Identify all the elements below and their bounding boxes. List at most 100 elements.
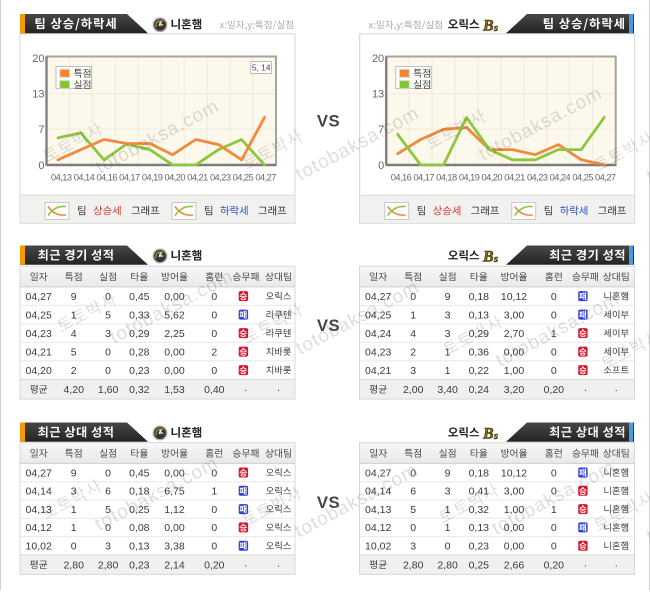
svg-text:9: 9 bbox=[71, 467, 77, 479]
svg-text:0: 0 bbox=[211, 365, 217, 377]
svg-text:04,19: 04,19 bbox=[459, 173, 480, 183]
svg-text:04,16: 04,16 bbox=[391, 173, 412, 183]
svg-text:0,20: 0,20 bbox=[204, 559, 225, 571]
svg-text:2,80: 2,80 bbox=[437, 559, 458, 571]
svg-text:4: 4 bbox=[410, 328, 416, 340]
svg-text:13: 13 bbox=[372, 89, 384, 101]
svg-text:0,32: 0,32 bbox=[129, 384, 150, 396]
svg-text:7: 7 bbox=[38, 124, 44, 136]
svg-text:3,38: 3,38 bbox=[164, 541, 185, 553]
svg-text:0,45: 0,45 bbox=[129, 291, 150, 303]
svg-text:04,23: 04,23 bbox=[365, 346, 391, 358]
svg-text:0,13: 0,13 bbox=[129, 541, 150, 553]
svg-text:0: 0 bbox=[105, 291, 111, 303]
svg-text:2,00: 2,00 bbox=[403, 384, 424, 396]
svg-text:totobaksa.com: totobaksa.com bbox=[292, 277, 422, 360]
svg-text:3: 3 bbox=[105, 328, 111, 340]
svg-text:0,28: 0,28 bbox=[129, 346, 150, 358]
svg-text:2: 2 bbox=[410, 346, 416, 358]
svg-text:04,27: 04,27 bbox=[255, 173, 276, 183]
svg-text:04,12: 04,12 bbox=[26, 522, 52, 534]
svg-text:04,27: 04,27 bbox=[595, 173, 616, 183]
svg-text:2,25: 2,25 bbox=[164, 328, 185, 340]
svg-text:9: 9 bbox=[71, 291, 77, 303]
svg-text:04,20: 04,20 bbox=[482, 173, 503, 183]
svg-text:0: 0 bbox=[551, 365, 557, 377]
svg-text:2,80: 2,80 bbox=[403, 559, 424, 571]
svg-text:04,25: 04,25 bbox=[365, 309, 391, 321]
svg-text:0: 0 bbox=[551, 467, 557, 479]
svg-text:10,12: 10,12 bbox=[501, 467, 527, 479]
svg-text:B: B bbox=[482, 426, 494, 443]
svg-text:0: 0 bbox=[211, 504, 217, 516]
svg-text:totobaksa.com: totobaksa.com bbox=[91, 453, 221, 536]
svg-text:0: 0 bbox=[211, 309, 217, 321]
svg-text:0: 0 bbox=[551, 346, 557, 358]
svg-text:1: 1 bbox=[71, 522, 77, 534]
svg-text:3: 3 bbox=[445, 486, 451, 498]
svg-text:0: 0 bbox=[410, 291, 416, 303]
svg-text:0,00: 0,00 bbox=[504, 346, 525, 358]
svg-text:0: 0 bbox=[410, 467, 416, 479]
svg-text:·: · bbox=[277, 559, 281, 571]
svg-text:3,00: 3,00 bbox=[504, 309, 525, 321]
svg-text:5,62: 5,62 bbox=[164, 309, 185, 321]
svg-text:0,23: 0,23 bbox=[129, 559, 150, 571]
svg-text:04,27: 04,27 bbox=[365, 291, 391, 303]
svg-text:0,20: 0,20 bbox=[544, 384, 565, 396]
svg-text:0: 0 bbox=[211, 328, 217, 340]
svg-text:13: 13 bbox=[32, 89, 44, 101]
svg-text:0: 0 bbox=[551, 486, 557, 498]
svg-text:04,24: 04,24 bbox=[550, 173, 571, 183]
svg-text:2: 2 bbox=[211, 346, 217, 358]
svg-text:0,13: 0,13 bbox=[469, 522, 490, 534]
svg-text:·: · bbox=[277, 384, 281, 396]
svg-text:0: 0 bbox=[211, 541, 217, 553]
svg-text:1,00: 1,00 bbox=[504, 365, 525, 377]
svg-text:0,45: 0,45 bbox=[129, 467, 150, 479]
svg-text:1: 1 bbox=[211, 486, 217, 498]
svg-text:0,23: 0,23 bbox=[469, 541, 490, 553]
svg-text:0,13: 0,13 bbox=[469, 309, 490, 321]
svg-text:04,25: 04,25 bbox=[26, 309, 52, 321]
svg-text:0,00: 0,00 bbox=[504, 541, 525, 553]
svg-text:04,19: 04,19 bbox=[142, 173, 163, 183]
svg-text:04,23: 04,23 bbox=[210, 173, 231, 183]
svg-text:1: 1 bbox=[445, 346, 451, 358]
svg-text:2,80: 2,80 bbox=[98, 559, 119, 571]
svg-text:VS: VS bbox=[317, 493, 340, 512]
svg-text:04,20: 04,20 bbox=[165, 173, 186, 183]
svg-text:1: 1 bbox=[71, 504, 77, 516]
svg-text:s: s bbox=[493, 23, 498, 34]
svg-text:04,24: 04,24 bbox=[365, 328, 391, 340]
svg-text:0: 0 bbox=[551, 541, 557, 553]
svg-text:0: 0 bbox=[105, 365, 111, 377]
svg-text:3,00: 3,00 bbox=[504, 486, 525, 498]
svg-text:0: 0 bbox=[378, 160, 384, 172]
svg-text:0: 0 bbox=[105, 522, 111, 534]
svg-text:5, 14: 5, 14 bbox=[252, 62, 271, 72]
svg-text:3: 3 bbox=[410, 541, 416, 553]
svg-text:04,14: 04,14 bbox=[26, 486, 52, 498]
svg-text:3: 3 bbox=[410, 365, 416, 377]
svg-text:0,00: 0,00 bbox=[164, 346, 185, 358]
svg-text:0,29: 0,29 bbox=[129, 328, 150, 340]
svg-text:04,17: 04,17 bbox=[119, 173, 140, 183]
svg-text:0: 0 bbox=[105, 467, 111, 479]
svg-text:04,27: 04,27 bbox=[26, 291, 52, 303]
svg-text:·: · bbox=[584, 384, 588, 396]
svg-text:1: 1 bbox=[551, 328, 557, 340]
svg-text:1: 1 bbox=[410, 309, 416, 321]
svg-text:4: 4 bbox=[71, 328, 77, 340]
svg-text:0,18: 0,18 bbox=[129, 486, 150, 498]
svg-text:04,25: 04,25 bbox=[572, 173, 593, 183]
svg-text:04,27: 04,27 bbox=[365, 467, 391, 479]
svg-text:6,75: 6,75 bbox=[164, 486, 185, 498]
svg-text:B: B bbox=[482, 17, 494, 34]
svg-text:3: 3 bbox=[71, 486, 77, 498]
svg-text:0,00: 0,00 bbox=[164, 291, 185, 303]
svg-text:B: B bbox=[482, 249, 494, 266]
svg-text:20: 20 bbox=[32, 53, 44, 65]
svg-text:0: 0 bbox=[410, 522, 416, 534]
svg-text:1,00: 1,00 bbox=[504, 504, 525, 516]
